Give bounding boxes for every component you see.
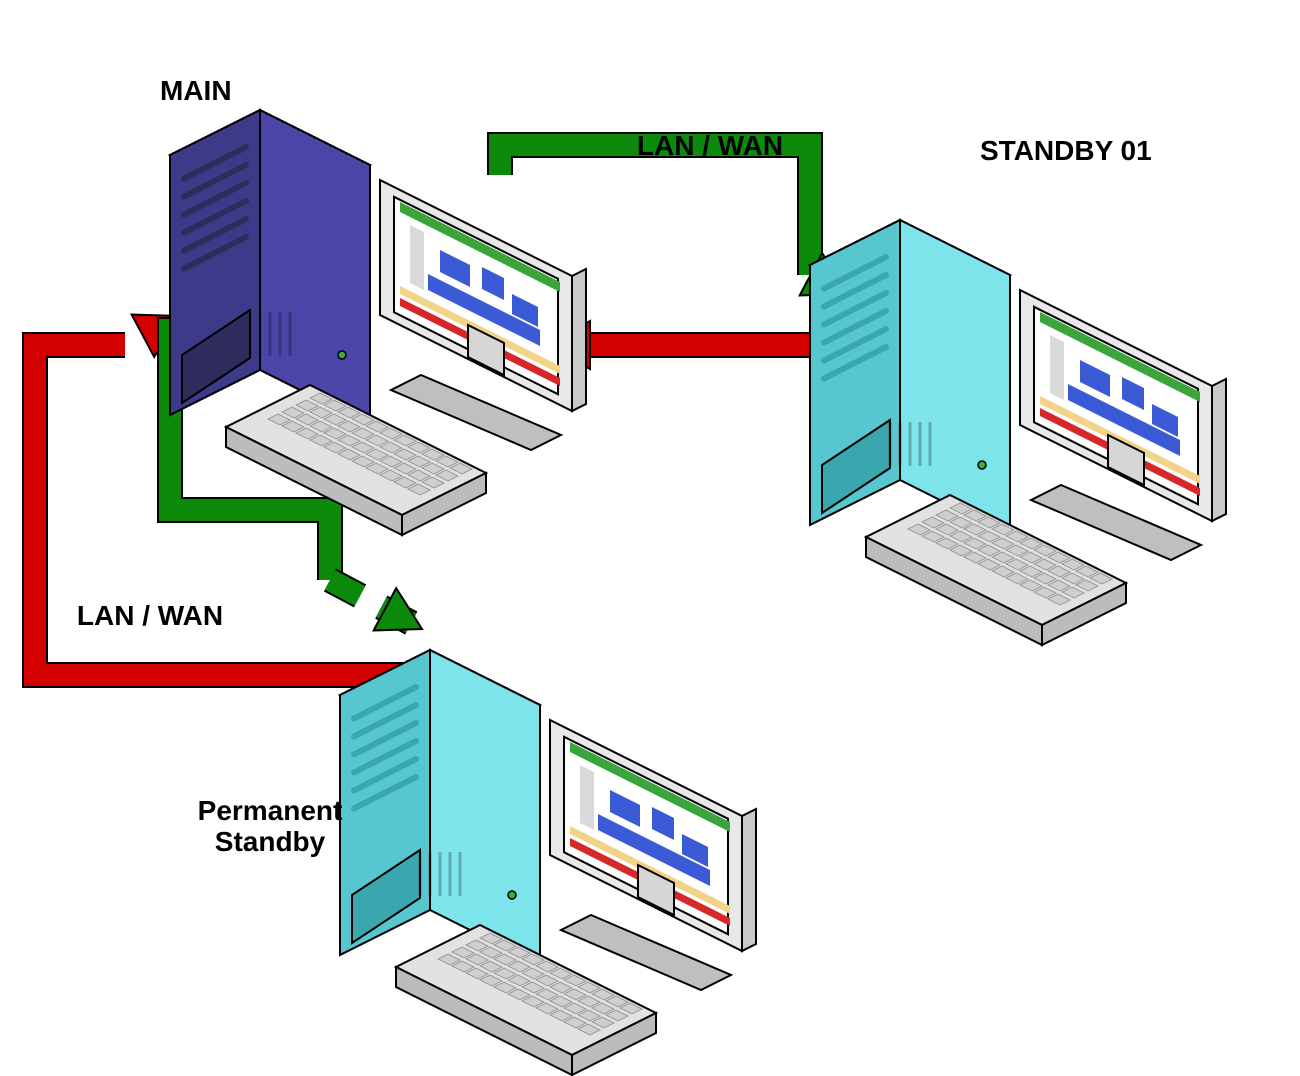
node-label-main: MAIN [160,75,232,106]
node-label-perm: PermanentStandby [198,795,343,857]
node-label-standby1: STANDBY 01 [980,135,1152,166]
edge-label-0: LAN / WAN [637,130,783,161]
edge-label-1: LAN / WAN [77,600,223,631]
